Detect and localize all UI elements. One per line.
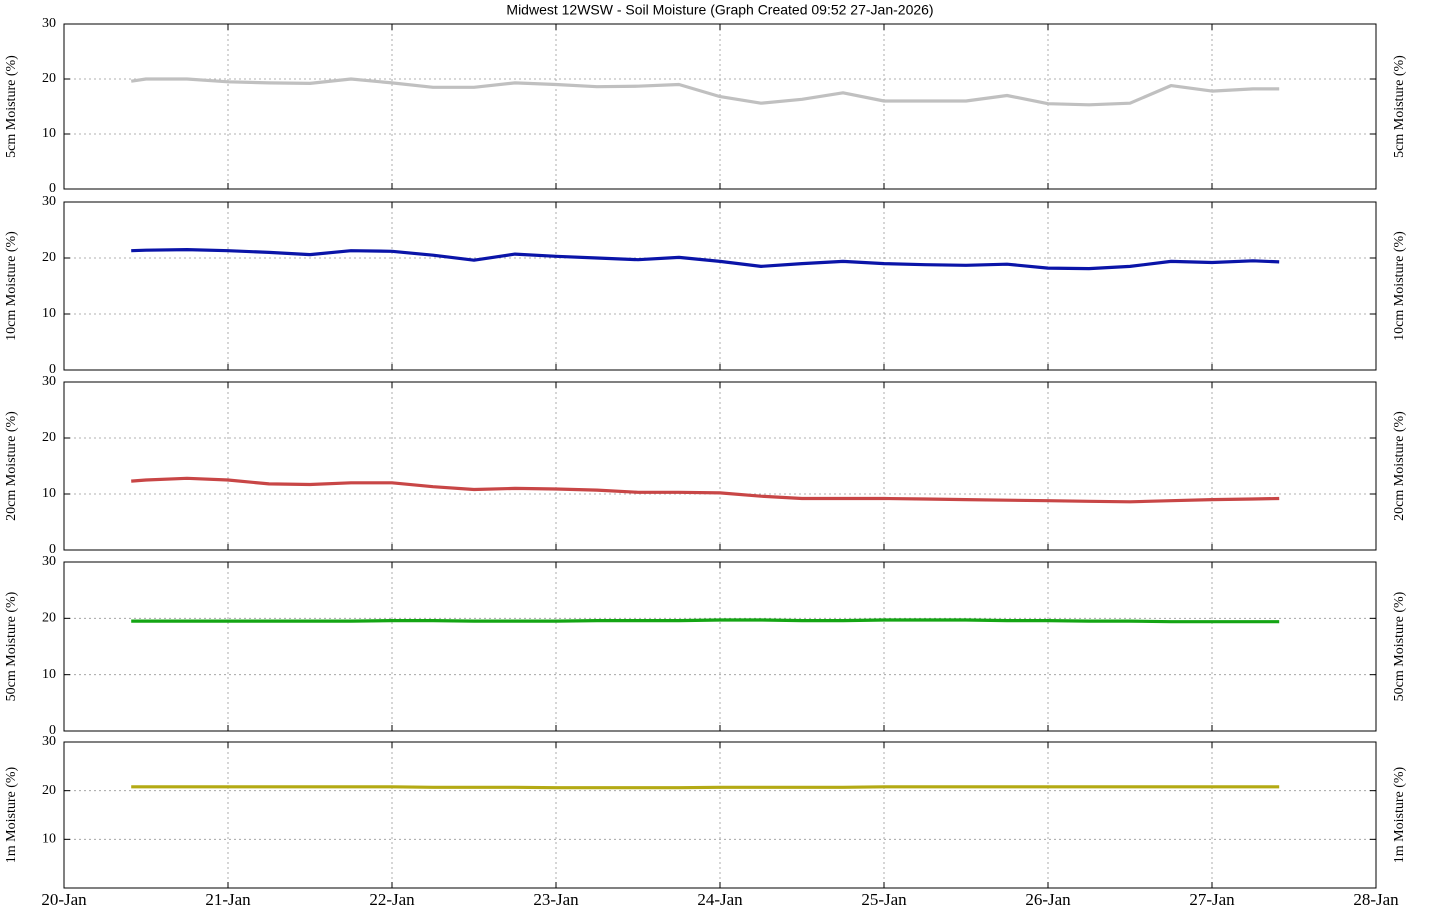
- y-axis-label: 50cm Moisture (%): [4, 591, 19, 701]
- y-axis-label-right: 20cm Moisture (%): [1392, 411, 1407, 521]
- y-tick-label: 30: [42, 554, 56, 569]
- y-tick-label: 10: [42, 832, 56, 847]
- y-tick-label: 20: [42, 250, 56, 265]
- y-tick-label: 0: [49, 362, 56, 377]
- y-axis-label: 1m Moisture (%): [4, 766, 19, 863]
- y-axis-label-right: 1m Moisture (%): [1392, 766, 1407, 863]
- x-tick-label: 20-Jan: [41, 890, 87, 909]
- plot-frame: [63, 561, 1377, 732]
- x-tick-label: 22-Jan: [369, 890, 415, 909]
- y-tick-label: 0: [49, 542, 56, 557]
- y-tick-label: 20: [42, 783, 56, 798]
- y-tick-label: 30: [42, 734, 56, 749]
- y-tick-label: 30: [42, 16, 56, 31]
- data-line: [131, 618, 1280, 624]
- y-tick-label: 10: [42, 306, 56, 321]
- x-tick-label: 27-Jan: [1189, 890, 1235, 909]
- x-tick-label: 24-Jan: [697, 890, 743, 909]
- plot-frame: [63, 23, 1377, 190]
- x-tick-label: 23-Jan: [533, 890, 579, 909]
- y-axis-label: 5cm Moisture (%): [4, 55, 19, 158]
- y-axis-label: 20cm Moisture (%): [4, 411, 19, 521]
- plot-frame: [63, 381, 1377, 551]
- x-tick-label: 21-Jan: [205, 890, 251, 909]
- y-axis-label: 10cm Moisture (%): [4, 231, 19, 341]
- x-tick-label: 25-Jan: [861, 890, 907, 909]
- y-tick-label: 10: [42, 667, 56, 682]
- y-tick-label: 10: [42, 486, 56, 501]
- x-tick-label: 26-Jan: [1025, 890, 1071, 909]
- y-tick-label: 0: [49, 723, 56, 738]
- y-axis-label-right: 10cm Moisture (%): [1392, 231, 1407, 341]
- y-tick-label: 20: [42, 71, 56, 86]
- y-axis-label-right: 5cm Moisture (%): [1392, 55, 1407, 158]
- x-tick-label: 28-Jan: [1353, 890, 1399, 909]
- chart-title: Midwest 12WSW - Soil Moisture (Graph Cre…: [506, 2, 933, 18]
- data-line: [131, 248, 1280, 271]
- data-line: [130, 77, 1280, 107]
- y-tick-label: 30: [42, 374, 56, 389]
- y-tick-label: 20: [42, 430, 56, 445]
- y-tick-label: 20: [42, 611, 56, 626]
- plot-frame: [63, 201, 1377, 371]
- y-axis-label-right: 50cm Moisture (%): [1392, 591, 1407, 701]
- y-tick-label: 30: [42, 194, 56, 209]
- data-line: [131, 785, 1280, 790]
- y-tick-label: 0: [49, 181, 56, 196]
- plot-frame: [63, 741, 1377, 889]
- y-tick-label: 10: [42, 126, 56, 141]
- data-line: [131, 476, 1280, 504]
